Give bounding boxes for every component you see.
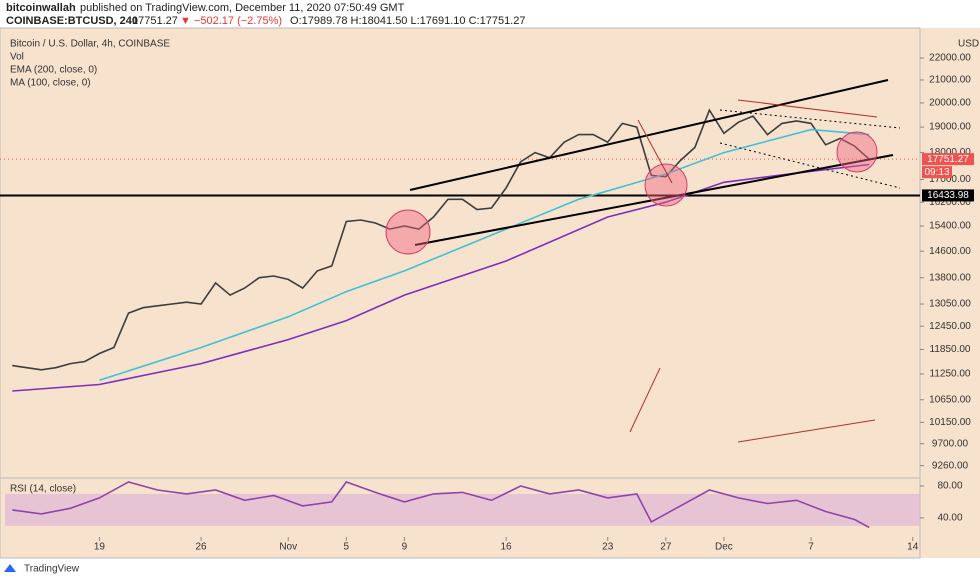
symbol: COINBASE:BTCUSD, 240	[6, 15, 138, 27]
series-line	[12, 481, 870, 529]
rsi-band	[5, 493, 920, 526]
x-tick-label: 5	[344, 542, 350, 553]
change: ▼ −502.17 (−2.75%)	[180, 15, 282, 27]
price-tag-label: 16433.98	[927, 190, 969, 201]
x-tick-label: 27	[660, 542, 672, 553]
dotted-line	[719, 142, 901, 189]
x-tick-label: 7	[808, 542, 814, 553]
logo	[4, 564, 16, 572]
arrow	[629, 367, 661, 433]
series-line	[12, 108, 870, 371]
x-tick-label: 26	[196, 542, 208, 553]
y-tick-label: 9700.00	[932, 438, 969, 449]
countdown: 09:13	[924, 167, 949, 178]
y-tick-label: 21000.00	[929, 75, 971, 86]
legend-label: EMA (200, close, 0)	[10, 65, 97, 76]
plot-frame	[0, 27, 921, 559]
y-tick-label: 11850.00	[930, 344, 971, 355]
arrow	[737, 419, 876, 443]
author: bitcoinwallah	[6, 2, 76, 14]
published: published on TradingView.com, December 1…	[80, 2, 405, 14]
x-tick-label: 23	[602, 542, 614, 553]
highlight-circle	[644, 163, 688, 207]
arrow	[637, 119, 673, 184]
y-tick-label: 13050.00	[929, 299, 971, 310]
arrow	[737, 99, 878, 118]
series-line	[12, 163, 870, 392]
legend-label: Bitcoin / U.S. Dollar, 4h, COINBASE	[10, 39, 170, 50]
annotations	[385, 79, 901, 443]
y-tick-label: 11250.00	[930, 369, 971, 380]
price-tag	[922, 153, 974, 166]
trend-line	[414, 154, 894, 246]
highlight-circle	[836, 131, 878, 173]
chart-background	[0, 28, 980, 558]
dotted-line	[719, 109, 901, 129]
ohlc: O:17989.78 H:18041.50 L:17691.10 C:17751…	[290, 15, 525, 27]
x-tick-label: 14	[907, 542, 919, 553]
x-tick-label: 9	[402, 542, 408, 553]
price-tag-label: 17751.27	[927, 154, 969, 165]
countdown-tag	[922, 166, 952, 179]
y-tick-label: 22000.00	[929, 53, 971, 64]
x-tick-label: Dec	[715, 542, 733, 553]
volume-label: Vol	[10, 52, 24, 63]
y-tick-label: 18000.00	[929, 147, 971, 158]
x-tick-label: 19	[94, 542, 106, 553]
y-tick-label: 12450.00	[929, 321, 971, 332]
rsi-title: RSI (14, close)	[10, 484, 76, 495]
highlight-circle	[385, 209, 431, 255]
series-line	[99, 128, 870, 382]
y-tick-label: 14600.00	[929, 246, 971, 257]
y-tick-label: 40.00	[937, 513, 962, 524]
y-tick-label: 80.00	[937, 481, 962, 492]
y-tick-label: 15400.00	[929, 221, 971, 232]
trend-line	[409, 79, 889, 191]
y-tick-label: 19000.00	[929, 122, 971, 133]
y-tick-label: 10150.00	[929, 417, 971, 428]
price-tag	[922, 189, 974, 202]
price: 17751.27	[132, 15, 178, 27]
legend-label: MA (100, close, 0)	[10, 78, 91, 89]
y-tick-label: 13800.00	[929, 272, 971, 283]
axis-unit: USD	[958, 39, 979, 50]
y-tick-label: 17000.00	[929, 174, 971, 185]
y-tick-label: 20000.00	[929, 98, 971, 109]
y-tick-label: 16200.00	[929, 197, 971, 208]
y-tick-label: 10650.00	[929, 394, 971, 405]
x-tick-label: Nov	[279, 542, 297, 553]
y-tick-label: 9260.00	[932, 460, 969, 471]
x-tick-label: 16	[501, 542, 513, 553]
footer: TradingView	[24, 564, 80, 575]
